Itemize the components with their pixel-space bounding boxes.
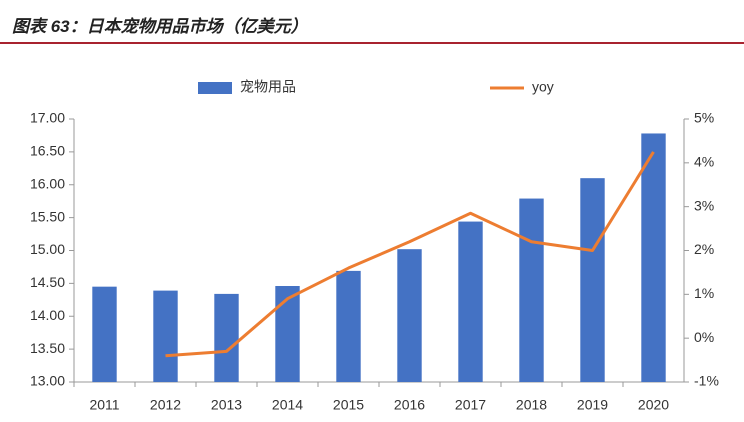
y2-tick-label: 0% bbox=[694, 329, 714, 345]
x-tick-label: 2013 bbox=[211, 397, 242, 413]
title-rule bbox=[0, 42, 744, 44]
y-tick-label: 17.00 bbox=[30, 110, 65, 126]
legend-swatch bbox=[198, 82, 232, 94]
y2-tick-label: -1% bbox=[694, 373, 719, 389]
x-tick-label: 2016 bbox=[394, 397, 425, 413]
bar bbox=[336, 270, 361, 382]
legend-label: yoy bbox=[532, 79, 554, 95]
y-tick-label: 14.00 bbox=[30, 307, 65, 323]
y2-tick-label: 2% bbox=[694, 241, 714, 257]
chart-title: 图表 63：日本宠物用品市场（亿美元） bbox=[12, 17, 308, 36]
y-tick-label: 16.00 bbox=[30, 175, 65, 191]
x-tick-label: 2020 bbox=[638, 397, 669, 413]
y-tick-label: 14.50 bbox=[30, 274, 65, 290]
bar bbox=[153, 290, 178, 382]
y-tick-label: 15.00 bbox=[30, 241, 65, 257]
y-tick-label: 15.50 bbox=[30, 208, 65, 224]
y2-tick-label: 5% bbox=[694, 110, 714, 126]
y2-tick-label: 1% bbox=[694, 285, 714, 301]
bar bbox=[397, 249, 422, 382]
x-tick-label: 2014 bbox=[272, 397, 303, 413]
bar bbox=[641, 133, 666, 382]
y2-tick-label: 4% bbox=[694, 154, 714, 170]
x-tick-label: 2019 bbox=[577, 397, 608, 413]
x-tick-label: 2018 bbox=[516, 397, 547, 413]
y-tick-label: 13.00 bbox=[30, 373, 65, 389]
legend-label: 宠物用品 bbox=[240, 79, 296, 95]
bar bbox=[214, 293, 239, 382]
x-tick-label: 2017 bbox=[455, 397, 486, 413]
x-tick-label: 2012 bbox=[150, 397, 181, 413]
bar bbox=[275, 286, 300, 382]
x-tick-label: 2015 bbox=[333, 397, 364, 413]
bar bbox=[519, 198, 544, 382]
bar bbox=[458, 221, 483, 382]
y2-tick-label: 3% bbox=[694, 197, 714, 213]
x-tick-label: 2011 bbox=[89, 397, 119, 413]
bar bbox=[92, 286, 117, 382]
y-tick-label: 16.50 bbox=[30, 143, 65, 159]
y-tick-label: 13.50 bbox=[30, 340, 65, 356]
bar bbox=[580, 178, 605, 382]
line bbox=[165, 151, 655, 358]
